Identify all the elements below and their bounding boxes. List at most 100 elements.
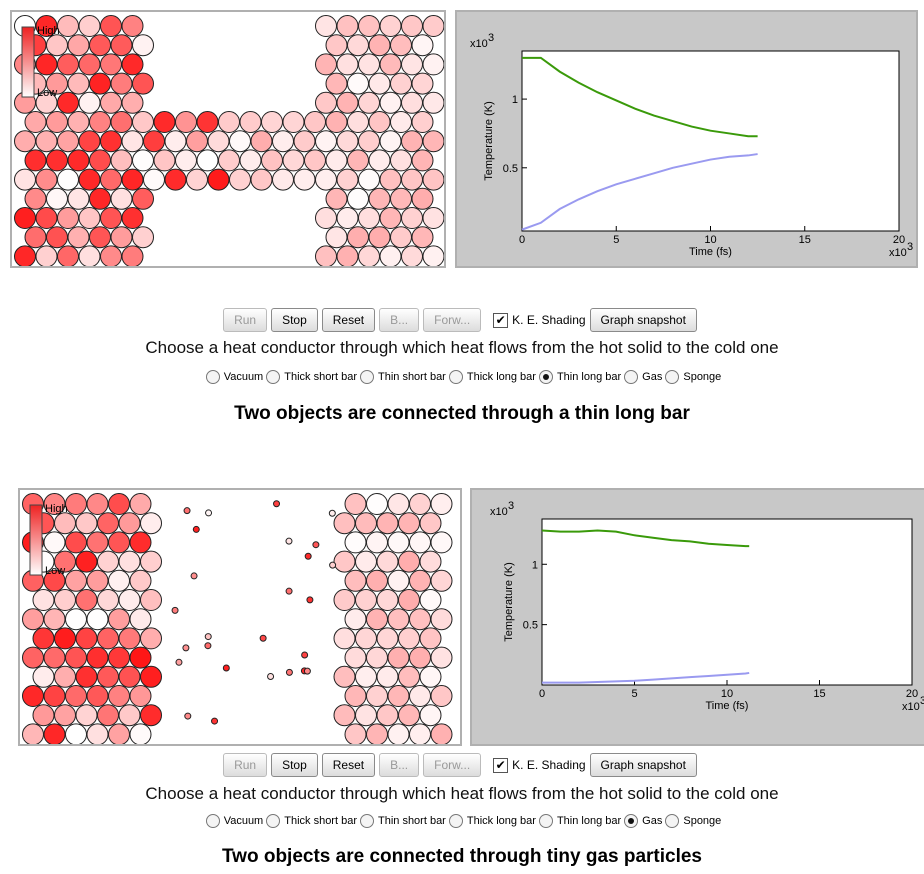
particle [315, 168, 337, 191]
checkbox[interactable]: ✔ [493, 757, 509, 773]
legend-high: High [37, 25, 60, 37]
radio[interactable] [205, 814, 220, 828]
button[interactable]: Graph snapshot [589, 753, 697, 777]
particle [75, 704, 98, 727]
button: Forw... [423, 753, 482, 777]
option[interactable]: Thick long bar [446, 370, 536, 384]
particle [100, 15, 122, 37]
option[interactable]: Thin short bar [357, 370, 446, 384]
particle [430, 493, 453, 515]
particle [390, 72, 412, 95]
particle [140, 627, 162, 650]
particle [344, 493, 367, 515]
x-tick-label: 20 [906, 688, 918, 700]
radio[interactable] [359, 370, 374, 384]
particle [118, 589, 141, 611]
x-tick-label: 20 [893, 234, 905, 246]
plot-area [541, 518, 913, 686]
particle [347, 149, 369, 172]
option[interactable]: Thick short bar [263, 370, 357, 384]
option[interactable]: Sponge [662, 814, 721, 828]
button[interactable]: Graph snapshot [589, 308, 697, 332]
option[interactable]: Sponge [662, 370, 721, 384]
x-scale-base: x10 [902, 701, 920, 713]
particle [118, 512, 141, 535]
particle [239, 149, 262, 172]
radio[interactable] [538, 814, 553, 828]
button[interactable]: Stop [271, 753, 318, 777]
particle [67, 149, 90, 172]
particle [43, 723, 66, 744]
particle [358, 168, 380, 191]
option-label: Gas [642, 371, 663, 383]
legend-low: Low [45, 565, 65, 577]
radio[interactable] [359, 814, 374, 828]
particle [86, 685, 109, 707]
radio[interactable] [205, 370, 220, 384]
option[interactable]: Vacuum [203, 370, 263, 384]
particle [398, 512, 420, 535]
button[interactable]: Stop [271, 308, 318, 332]
radio[interactable] [266, 814, 281, 828]
particle [293, 130, 316, 153]
particle [46, 187, 68, 210]
particle [54, 512, 76, 535]
particle [67, 72, 90, 95]
particle [409, 685, 431, 707]
radio[interactable] [448, 814, 463, 828]
particle [89, 72, 111, 95]
particle [132, 72, 154, 95]
particle [282, 149, 305, 172]
particle [22, 685, 44, 707]
particle [347, 111, 369, 133]
particle [282, 111, 305, 133]
button: Run [223, 308, 268, 332]
particle [422, 130, 444, 153]
particle [100, 53, 122, 76]
radio[interactable] [538, 370, 553, 384]
particle [430, 569, 453, 592]
particle [67, 111, 90, 133]
particle [379, 91, 402, 114]
particle [401, 15, 423, 37]
radio[interactable] [665, 370, 680, 384]
option[interactable]: Thin long bar [536, 370, 621, 384]
particle [121, 168, 144, 191]
series-line [541, 529, 750, 548]
particle [422, 53, 444, 76]
particle [422, 91, 444, 114]
button[interactable]: Reset [321, 308, 376, 332]
particle [32, 704, 55, 727]
particle [401, 91, 423, 114]
particle [430, 646, 453, 669]
particle [121, 207, 144, 229]
particle [315, 53, 337, 76]
radio[interactable] [266, 370, 281, 384]
option[interactable]: Gas [621, 370, 662, 384]
particle [390, 226, 412, 249]
x-tick-label: 0 [539, 688, 545, 700]
option[interactable]: Vacuum [203, 814, 263, 828]
option[interactable]: Thick short bar [263, 814, 357, 828]
particle [379, 207, 402, 229]
x-scale-exp: 3 [920, 695, 924, 707]
radio[interactable] [665, 814, 680, 828]
checkbox[interactable]: ✔ [493, 312, 509, 328]
radio[interactable] [624, 370, 639, 384]
particle [368, 226, 391, 249]
particle [97, 512, 119, 535]
particle [75, 550, 98, 573]
x-axis-label: Time (fs) [706, 700, 749, 712]
particle [430, 608, 453, 631]
option[interactable]: Thick long bar [446, 814, 536, 828]
option-label: Thin short bar [377, 371, 446, 383]
gas-particle [273, 500, 281, 508]
particle [89, 111, 111, 133]
radio[interactable] [624, 814, 639, 828]
option[interactable]: Thin short bar [357, 814, 446, 828]
prompt: Choose a heat conductor through which he… [145, 338, 779, 357]
option[interactable]: Thin long bar [536, 814, 621, 828]
radio[interactable] [448, 370, 463, 384]
button[interactable]: Reset [321, 753, 376, 777]
option[interactable]: Gas [621, 814, 662, 828]
